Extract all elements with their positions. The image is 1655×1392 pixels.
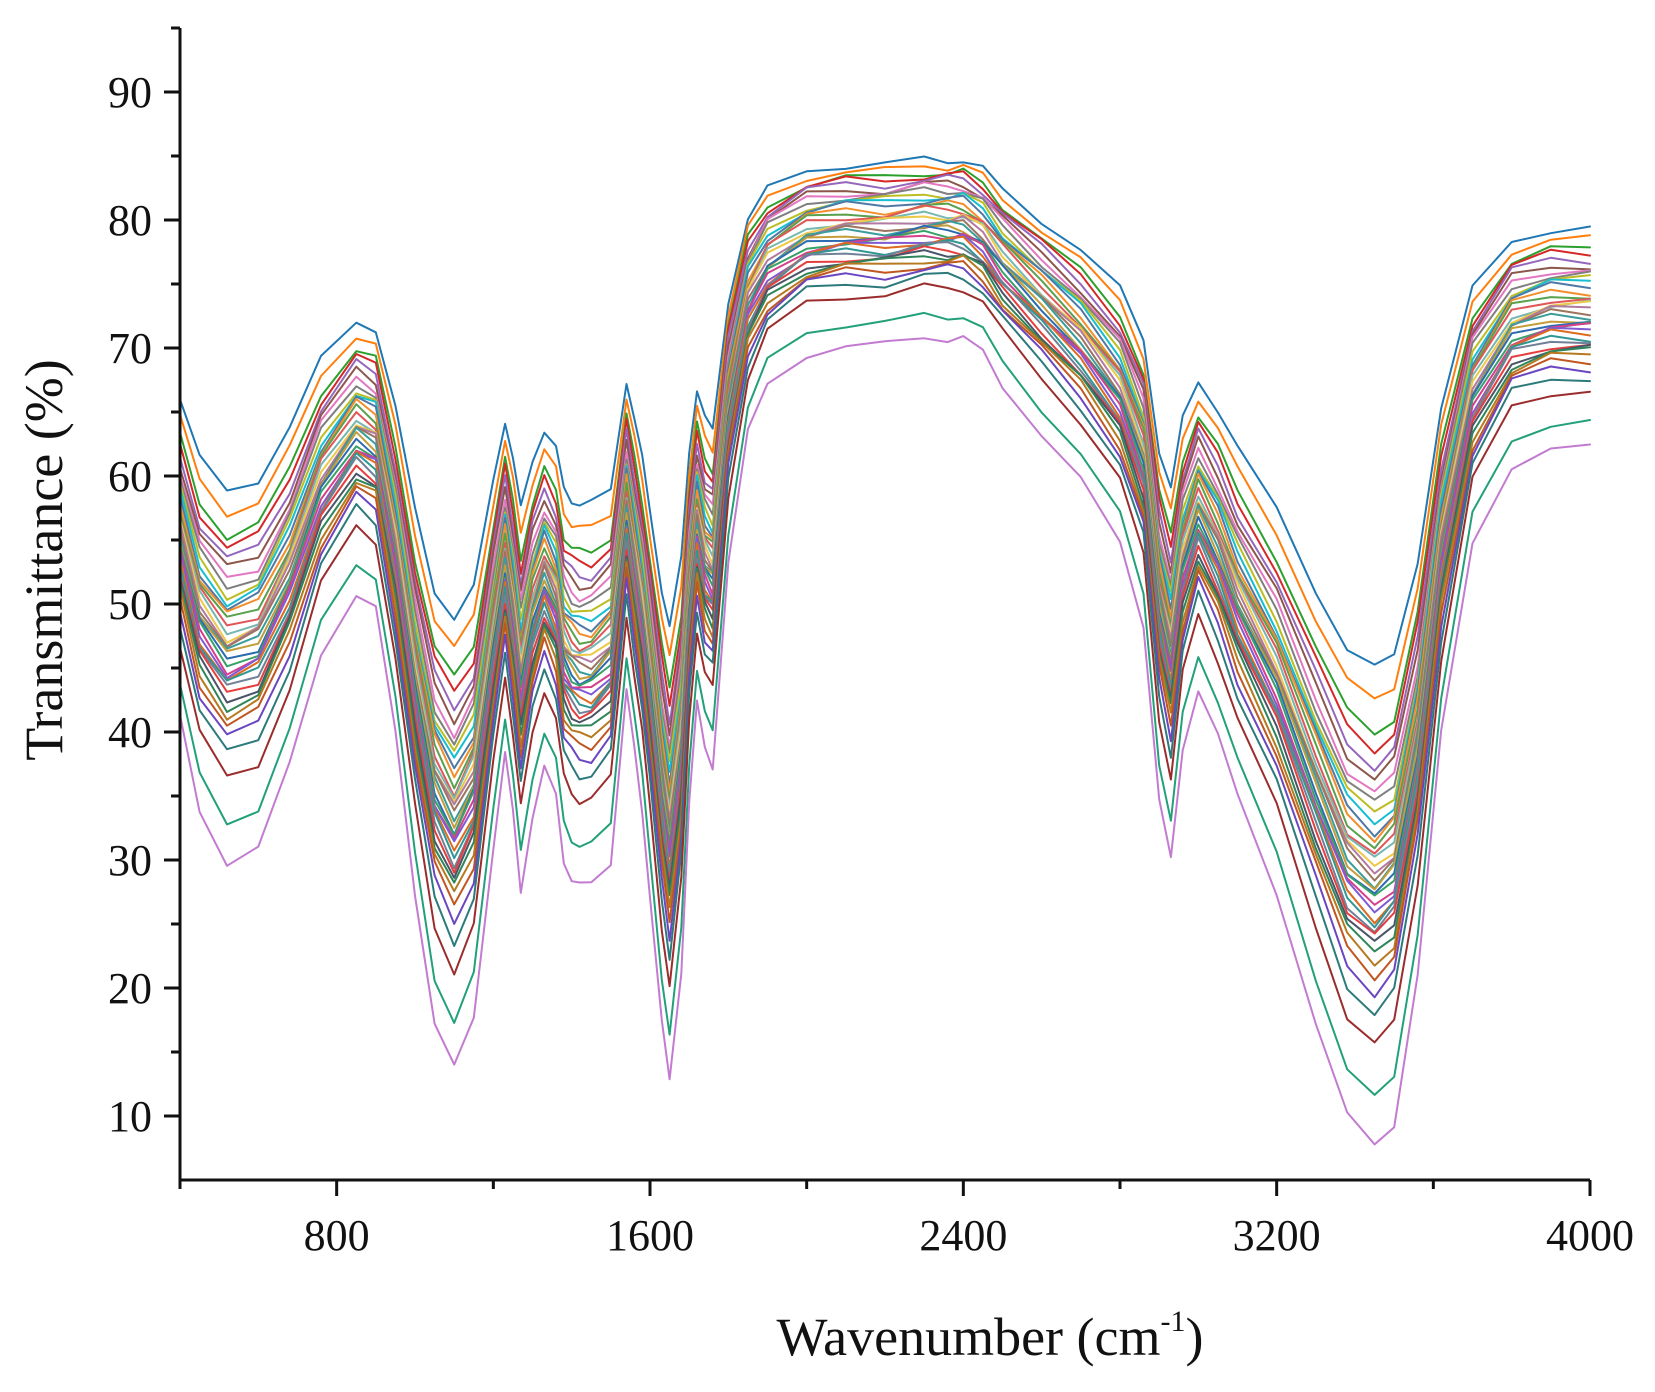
series-line-sample-31 — [179, 254, 1591, 967]
series-line-sample-17 — [179, 214, 1591, 875]
x-axis-title-superscript: -1 — [1161, 1305, 1186, 1338]
labels-layer: 800 1600 2400 3200 4000 10 20 30 40 50 60 70 80 90 — [108, 68, 1634, 1260]
series-line-sample-06 — [179, 179, 1591, 781]
y-tick-label: 20 — [108, 964, 152, 1013]
series-line-sample-12 — [179, 199, 1591, 843]
y-tick-label: 80 — [108, 196, 152, 245]
series-line-sample-35 — [179, 282, 1591, 1044]
series-line-sample-30 — [179, 253, 1591, 953]
series-line-sample-11 — [179, 194, 1591, 838]
x-axis-title-main: Wavenumber (cm — [777, 1307, 1161, 1367]
y-tick-label: 90 — [108, 68, 152, 117]
series-line-sample-25 — [179, 235, 1591, 925]
axes-layer — [164, 26, 1592, 1196]
series-line-sample-08 — [179, 186, 1591, 801]
series-line-sample-04 — [179, 170, 1591, 755]
series-line-sample-37 — [179, 335, 1591, 1146]
y-tick-label: 70 — [108, 324, 152, 373]
x-axis-title-close: ) — [1186, 1307, 1204, 1367]
series-line-sample-10 — [179, 191, 1591, 826]
y-axis-title: Transmittance (%) — [14, 359, 74, 760]
y-tick-label: 40 — [108, 708, 152, 757]
series-line-sample-05 — [179, 173, 1591, 772]
x-tick-label: 3200 — [1233, 1211, 1321, 1260]
series-line-sample-07 — [179, 181, 1591, 793]
x-tick-label: 1600 — [606, 1211, 694, 1260]
y-tick-label: 60 — [108, 452, 152, 501]
series-line-sample-34 — [179, 271, 1591, 1017]
series-line-sample-09 — [179, 192, 1591, 813]
x-tick-label: 2400 — [919, 1211, 1007, 1260]
x-tick-label: 800 — [304, 1211, 370, 1260]
x-axis-title: Wavenumber (cm-1) — [777, 1305, 1204, 1367]
x-tick-label: 4000 — [1546, 1211, 1634, 1260]
series-line-sample-03 — [179, 167, 1591, 736]
series-line-sample-36 — [179, 311, 1591, 1096]
series-line-sample-02 — [179, 163, 1591, 700]
series-layer — [179, 155, 1591, 1146]
series-line-sample-18 — [179, 219, 1591, 882]
series-line-sample-33 — [179, 263, 1591, 999]
y-tick-label: 10 — [108, 1092, 152, 1141]
y-tick-label: 30 — [108, 836, 152, 885]
series-line-sample-32 — [179, 260, 1591, 982]
series-line-sample-24 — [179, 233, 1591, 914]
series-line-sample-01 — [179, 155, 1591, 666]
y-tick-label: 50 — [108, 580, 152, 629]
